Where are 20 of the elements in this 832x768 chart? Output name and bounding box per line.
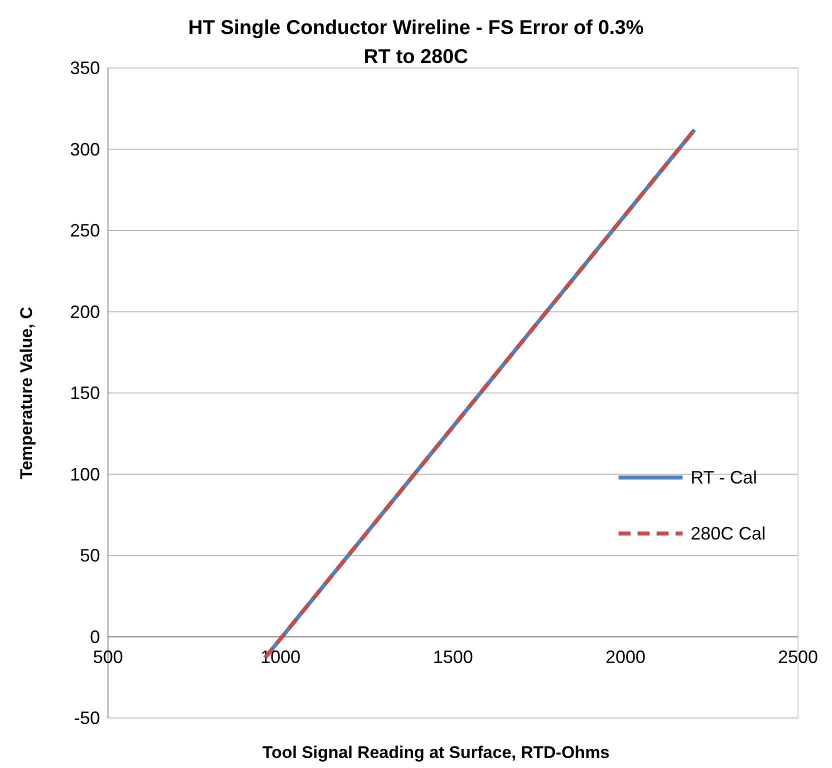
y-tick-label: 0 bbox=[90, 626, 100, 647]
y-tick-label: 300 bbox=[70, 139, 100, 160]
y-tick-label: 350 bbox=[70, 58, 100, 78]
x-axis-title: Tool Signal Reading at Surface, RTD-Ohms bbox=[262, 743, 610, 762]
y-tick-label: 100 bbox=[70, 464, 100, 484]
y-tick-label: 50 bbox=[80, 546, 100, 566]
y-axis-title: Temperature Value, C bbox=[17, 306, 36, 480]
legend-label: RT - Cal bbox=[690, 468, 757, 488]
y-tick-label: 200 bbox=[70, 302, 100, 322]
x-tick-label: 1000 bbox=[260, 646, 301, 667]
legend-label: 280C Cal bbox=[690, 524, 766, 544]
chart-subtitle: RT to 280C bbox=[364, 46, 468, 68]
x-tick-label: 1500 bbox=[432, 646, 474, 667]
y-tick-label: 250 bbox=[70, 220, 100, 240]
x-tick-label: 500 bbox=[92, 646, 124, 667]
x-tick-label: 2500 bbox=[778, 646, 818, 667]
y-tick-label: -50 bbox=[74, 708, 100, 728]
y-tick-label: 150 bbox=[70, 383, 100, 403]
x-tick-label: 2000 bbox=[605, 646, 646, 667]
chart-title: HT Single Conductor Wireline - FS Error of 0.3% bbox=[188, 17, 644, 39]
